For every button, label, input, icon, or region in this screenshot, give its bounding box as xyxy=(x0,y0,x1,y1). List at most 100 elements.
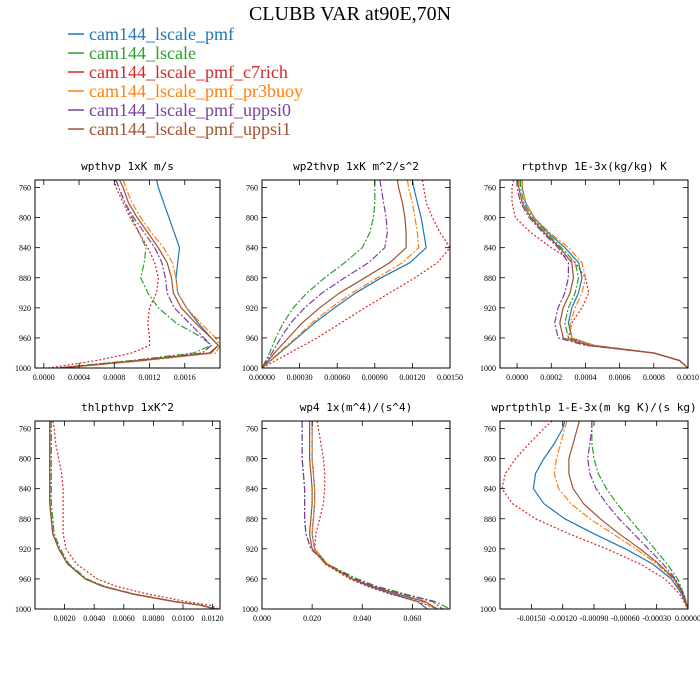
x-tick-label: 0.000 xyxy=(253,614,271,623)
y-tick-label: 960 xyxy=(484,334,496,343)
y-tick-label: 800 xyxy=(246,214,258,223)
y-tick-label: 840 xyxy=(246,485,258,494)
series-line-cam144-lscale xyxy=(262,180,376,368)
panels: wpthvp 1xK m/s76080084088092096010000.00… xyxy=(15,160,700,623)
y-tick-label: 1000 xyxy=(15,605,31,614)
x-tick-label: 0.0040 xyxy=(83,614,105,623)
x-tick-label: 0.0004 xyxy=(574,373,596,382)
x-tick-label: 0.00000 xyxy=(249,373,275,382)
y-tick-label: 760 xyxy=(484,184,496,193)
series-line-cam144-lscale-pmf-c7rich xyxy=(511,180,688,368)
series-line-cam144-lscale-pmf-uppsi1 xyxy=(262,180,407,368)
series-group xyxy=(262,180,450,368)
series-line-cam144-lscale xyxy=(519,180,688,368)
x-tick-label: 0.0004 xyxy=(68,373,90,382)
series-line-cam144-lscale xyxy=(301,421,450,609)
y-tick-label: 840 xyxy=(19,244,31,253)
legend-label: cam144_lscale_pmf_uppsi0 xyxy=(89,100,291,120)
panel-title: wp2thvp 1xK m^2/s^2 xyxy=(293,160,419,173)
chart-panel: wp2thvp 1xK m^2/s^2 760 800 840 880 920 960 100… xyxy=(242,160,463,382)
y-tick-label: 840 xyxy=(484,244,496,253)
plot-frame xyxy=(261,420,451,610)
series-line-cam144-lscale-pmf xyxy=(311,421,428,609)
series-line-cam144-lscale-pmf-uppsi1 xyxy=(49,421,216,609)
series-line-cam144-lscale-pmf-pr3buoy xyxy=(553,421,688,609)
series-group xyxy=(49,421,219,609)
panel-title: wpthvp 1xK m/s xyxy=(81,160,174,173)
y-tick-label: 920 xyxy=(246,304,258,313)
series-line-cam144-lscale-pmf-pr3buoy xyxy=(61,180,220,368)
plot-frame xyxy=(34,420,221,610)
x-tick-label: 0.00000 xyxy=(675,614,700,623)
figure-title: CLUBB VAR at90E,70N xyxy=(249,3,451,25)
y-tick-label: 840 xyxy=(246,244,258,253)
panel-title: rtpthvp 1E-3x(kg/kg) K xyxy=(521,160,667,173)
y-tick-label: 840 xyxy=(19,485,31,494)
y-tick-label: 1000 xyxy=(15,364,31,373)
y-tick-label: 960 xyxy=(484,575,496,584)
x-tick-label: 0.00030 xyxy=(287,373,313,382)
plot-frame xyxy=(34,179,221,369)
y-tick-label: 920 xyxy=(484,304,496,313)
series-line-cam144-lscale-pmf xyxy=(61,180,219,368)
series-group xyxy=(301,421,450,609)
y-tick-label: 880 xyxy=(484,515,496,524)
x-tick-label: 0.0010 xyxy=(677,373,699,382)
x-tick-label: 0.0000 xyxy=(506,373,528,382)
series-line-cam144-lscale-pmf xyxy=(49,421,216,609)
panel-title: wp4 1x(m^4)/(s^4) xyxy=(300,401,413,414)
y-tick-label: 800 xyxy=(19,455,31,464)
series-line-cam144-lscale-pmf-uppsi0 xyxy=(49,421,216,609)
series-group xyxy=(501,421,688,609)
y-tick-label: 760 xyxy=(246,425,258,434)
y-tick-label: 1000 xyxy=(242,364,258,373)
series-group xyxy=(511,180,688,368)
x-tick-label: 0.060 xyxy=(403,614,421,623)
y-tick-label: 880 xyxy=(246,274,258,283)
x-tick-label: 0.0012 xyxy=(139,373,161,382)
y-tick-label: 920 xyxy=(19,545,31,554)
series-line-cam144-lscale-pmf-pr3buoy xyxy=(311,421,438,609)
x-tick-label: -0.00090 xyxy=(580,614,609,623)
y-tick-label: 960 xyxy=(246,575,258,584)
series-line-cam144-lscale-pmf-c7rich xyxy=(262,180,450,368)
y-tick-label: 960 xyxy=(19,334,31,343)
chart-panel: wpthvp 1xK m/s76080084088092096010000.00… xyxy=(15,160,221,382)
y-tick-label: 920 xyxy=(19,304,31,313)
y-tick-label: 760 xyxy=(484,425,496,434)
series-line-cam144-lscale-pmf-uppsi0 xyxy=(56,180,212,368)
series-line-cam144-lscale-pmf xyxy=(521,180,688,368)
x-tick-label: -0.00150 xyxy=(517,614,546,623)
series-line-cam144-lscale-pmf-uppsi1 xyxy=(518,180,688,368)
x-tick-label: -0.00120 xyxy=(548,614,577,623)
plot-frame xyxy=(499,420,689,610)
x-tick-label: 0.00120 xyxy=(399,373,425,382)
chart-panel: rtpthvp 1E-3x(kg/kg) K 760 800 840 880 920 960… xyxy=(480,160,699,382)
chart-panel: wp4 1x(m^4)/(s^4)76080084088092096010000… xyxy=(242,401,451,623)
series-group xyxy=(48,180,220,368)
x-tick-label: 0.0016 xyxy=(174,373,196,382)
x-tick-label: 0.0008 xyxy=(643,373,665,382)
series-line-cam144-lscale-pmf xyxy=(532,421,688,609)
chart-panel: wprtpthlp 1-E-3x(m kg K)/(s kg) 760 800 840… xyxy=(480,401,700,623)
series-line-cam144-lscale-pmf-pr3buoy xyxy=(49,421,216,609)
x-tick-label: 0.0080 xyxy=(142,614,164,623)
y-tick-label: 800 xyxy=(484,214,496,223)
x-tick-label: 0.0120 xyxy=(202,614,224,623)
series-line-cam144-lscale-pmf-uppsi1 xyxy=(309,421,438,609)
legend-label: cam144_lscale_pmf_uppsi1 xyxy=(89,119,291,139)
y-tick-label: 760 xyxy=(19,425,31,434)
y-tick-label: 960 xyxy=(246,334,258,343)
x-tick-label: 0.0008 xyxy=(103,373,125,382)
x-tick-label: 0.0006 xyxy=(609,373,631,382)
legend-label: cam144_lscale_pmf_c7rich xyxy=(89,62,288,82)
y-tick-label: 880 xyxy=(246,515,258,524)
plot-frame xyxy=(499,179,689,369)
series-line-cam144-lscale-pmf-pr3buoy xyxy=(262,180,420,368)
y-tick-label: 1000 xyxy=(480,605,496,614)
x-tick-label: 0.00150 xyxy=(437,373,463,382)
series-line-cam144-lscale xyxy=(50,421,215,609)
series-line-cam144-lscale-pmf-uppsi0 xyxy=(587,421,688,609)
y-tick-label: 920 xyxy=(484,545,496,554)
